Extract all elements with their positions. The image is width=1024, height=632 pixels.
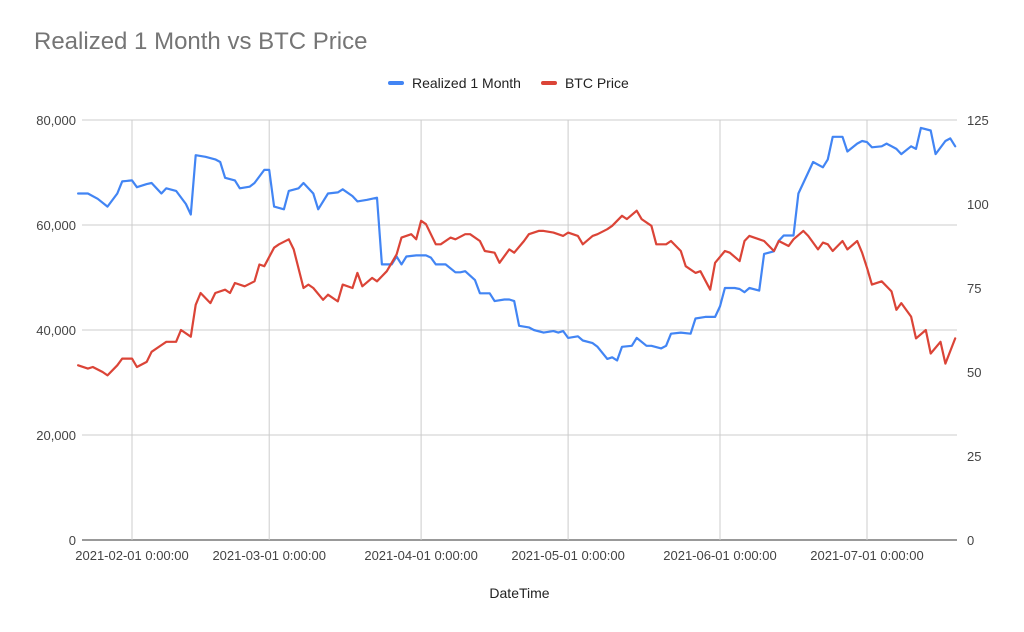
y-left-tick-label: 80,000	[36, 113, 76, 128]
y-right-tick-label: 125	[967, 113, 989, 128]
legend: Realized 1 Month BTC Price	[388, 75, 649, 91]
x-tick-label: 2021-05-01 0:00:00	[511, 548, 624, 563]
y-left-tick-label: 0	[69, 533, 76, 548]
legend-label-series-1: Realized 1 Month	[412, 75, 521, 91]
x-tick-label: 2021-06-01 0:00:00	[663, 548, 776, 563]
y-right-tick-label: 50	[967, 365, 981, 380]
x-tick-label: 2021-03-01 0:00:00	[212, 548, 325, 563]
y-left-tick-label: 60,000	[36, 218, 76, 233]
y-left-tick-label: 20,000	[36, 428, 76, 443]
legend-swatch-series-2	[540, 81, 557, 85]
x-tick-label: 2021-02-01 0:00:00	[75, 548, 188, 563]
x-tick-label: 2021-07-01 0:00:00	[810, 548, 923, 563]
legend-item-series-1[interactable]: Realized 1 Month	[388, 75, 521, 91]
x-axis-title: DateTime	[489, 585, 549, 601]
legend-label-series-2: BTC Price	[564, 75, 629, 91]
y-right-tick-label: 75	[967, 281, 981, 296]
y-left-tick-label: 40,000	[36, 323, 76, 338]
series-line-2	[77, 209, 957, 377]
legend-swatch-series-1	[388, 81, 404, 85]
series-line-1	[77, 126, 957, 362]
legend-item-series-2[interactable]: BTC Price	[540, 75, 629, 91]
x-tick-label: 2021-04-01 0:00:00	[364, 548, 477, 563]
y-right-tick-label: 25	[967, 449, 981, 464]
y-right-tick-label: 0	[967, 533, 974, 548]
chart-title: Realized 1 Month vs BTC Price	[34, 28, 368, 55]
y-right-tick-label: 100	[967, 197, 989, 212]
